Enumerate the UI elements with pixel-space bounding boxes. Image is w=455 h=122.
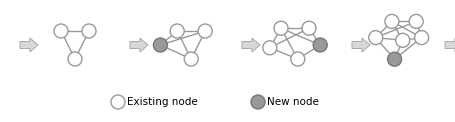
Circle shape bbox=[153, 38, 167, 52]
Polygon shape bbox=[444, 38, 455, 52]
Circle shape bbox=[82, 24, 96, 38]
Polygon shape bbox=[351, 38, 369, 52]
Circle shape bbox=[408, 14, 422, 28]
Text: New node: New node bbox=[267, 97, 318, 107]
Circle shape bbox=[290, 52, 304, 66]
Circle shape bbox=[198, 24, 212, 38]
Circle shape bbox=[68, 52, 82, 66]
Circle shape bbox=[111, 95, 125, 109]
Circle shape bbox=[387, 52, 401, 66]
Circle shape bbox=[368, 31, 382, 45]
Polygon shape bbox=[20, 38, 38, 52]
Circle shape bbox=[262, 41, 276, 55]
Circle shape bbox=[395, 33, 409, 47]
Circle shape bbox=[301, 21, 315, 35]
Circle shape bbox=[414, 31, 428, 45]
Circle shape bbox=[250, 95, 264, 109]
Circle shape bbox=[170, 24, 184, 38]
Circle shape bbox=[273, 21, 288, 35]
Circle shape bbox=[184, 52, 198, 66]
Circle shape bbox=[54, 24, 68, 38]
Circle shape bbox=[384, 14, 398, 28]
Text: Existing node: Existing node bbox=[127, 97, 197, 107]
Circle shape bbox=[313, 38, 327, 52]
Polygon shape bbox=[242, 38, 259, 52]
Polygon shape bbox=[130, 38, 148, 52]
